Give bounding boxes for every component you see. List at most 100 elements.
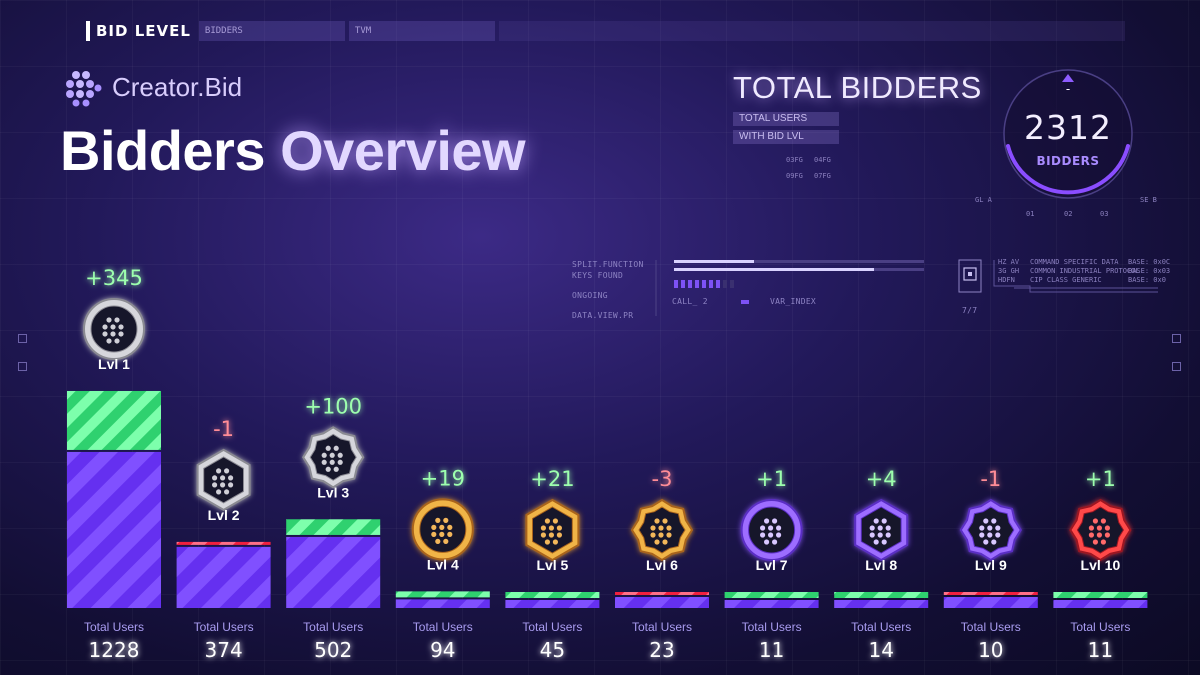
bar-change-4 xyxy=(395,591,490,598)
level-label: Lvl 6 xyxy=(646,557,678,573)
total-users-value: 11 xyxy=(759,638,784,662)
ring-dash: - xyxy=(1065,82,1071,96)
top-tab-bar: BID LEVEL BIDDERS TVM xyxy=(86,20,1129,42)
total-users-tag: TOTAL USERS xyxy=(733,112,839,126)
bar-total-6 xyxy=(615,597,709,608)
bar-total-5 xyxy=(505,600,600,608)
change-value: -1 xyxy=(980,467,1001,491)
bar-total-2 xyxy=(176,546,271,608)
level-badge-icon xyxy=(630,498,694,562)
with-bid-lvl-tag: WITH BID LVL xyxy=(733,130,839,144)
tab-empty xyxy=(498,21,1125,41)
total-users-caption: Total Users xyxy=(194,620,254,634)
total-users-value: 14 xyxy=(868,638,893,662)
total-users-caption: Total Users xyxy=(522,620,582,634)
bar-total-4 xyxy=(395,599,490,608)
level-badge-icon xyxy=(411,498,474,561)
bar-change-5 xyxy=(505,592,600,598)
title-word-1: Bidders xyxy=(60,119,266,182)
ring-corner-left: GL A xyxy=(975,196,992,204)
total-users-caption: Total Users xyxy=(632,620,692,634)
level-badge-icon xyxy=(302,426,365,489)
total-ring-gauge xyxy=(1003,69,1133,199)
change-value: +4 xyxy=(866,467,897,491)
level-label: Lvl 5 xyxy=(536,557,568,573)
hud-label-1: SPLIT.FUNCTION xyxy=(572,260,644,269)
hud-label-4: DATA.VIEW.PR xyxy=(572,311,634,320)
code-1: 03FG xyxy=(786,156,803,164)
bar-change-8 xyxy=(834,592,929,598)
title-word-2: Overview xyxy=(280,119,526,182)
bar-change-9 xyxy=(943,592,1038,595)
tab-bidders[interactable]: BIDDERS xyxy=(198,21,345,41)
bar-total-10 xyxy=(1053,600,1148,608)
bar-change-1 xyxy=(67,390,161,450)
side-marker-right-1 xyxy=(1172,334,1181,343)
level-label: Lvl 9 xyxy=(975,557,1007,573)
code-2: 04FG xyxy=(814,156,831,164)
total-users-value: 94 xyxy=(430,638,455,662)
total-users-caption: Total Users xyxy=(742,620,802,634)
level-badge-icon xyxy=(740,499,803,561)
change-value: -3 xyxy=(652,467,673,491)
level-badge-icon xyxy=(854,498,909,562)
total-users-caption: Total Users xyxy=(961,620,1021,634)
bar-change-6 xyxy=(615,592,709,595)
level-label: Lvl 1 xyxy=(98,356,130,372)
level-badge-icon xyxy=(83,297,145,360)
bar-total-1 xyxy=(67,451,161,608)
ring-corner-right: SE B xyxy=(1140,196,1157,204)
level-badge-icon xyxy=(525,498,580,562)
level-label: Lvl 10 xyxy=(1081,557,1121,573)
tab-marker xyxy=(86,21,90,41)
total-users-caption: Total Users xyxy=(1070,620,1130,634)
change-value: +345 xyxy=(85,266,143,290)
level-badge-icon xyxy=(959,498,1022,562)
hud-desc-2: COMMON INDUSTRIAL PROTOCOL xyxy=(1030,267,1140,275)
side-marker-left-2 xyxy=(18,362,27,371)
hud-call-label: CALL_ 2 xyxy=(672,297,708,306)
level-badge-icon xyxy=(196,448,251,512)
hud-code-2: 3G GH xyxy=(998,267,1020,275)
total-users-value: 502 xyxy=(314,638,352,662)
level-label: Lvl 2 xyxy=(208,507,240,523)
tab-bid-level[interactable]: BID LEVEL xyxy=(96,22,191,40)
hud-desc-1: COMMAND SPECIFIC DATA xyxy=(1030,258,1119,266)
level-badge-icon xyxy=(1069,498,1132,562)
bar-change-3 xyxy=(286,519,381,535)
total-users-value: 11 xyxy=(1088,638,1113,662)
hud-base-2: BASE: 0x03 xyxy=(1128,267,1171,275)
ring-tick-2: 02 xyxy=(1064,210,1073,218)
total-bidders-value: 2312 xyxy=(1024,108,1112,147)
total-users-caption: Total Users xyxy=(413,620,473,634)
hud-label-3: ONGOING xyxy=(572,291,608,300)
total-bidders-title: TOTAL BIDDERS xyxy=(733,70,982,105)
bar-total-9 xyxy=(943,597,1038,608)
level-label: Lvl 4 xyxy=(427,556,459,572)
bar-change-2 xyxy=(176,541,271,545)
tab-tvm[interactable]: TVM xyxy=(348,21,495,41)
document-scan-icon xyxy=(958,259,982,293)
total-users-caption: Total Users xyxy=(851,620,911,634)
bar-total-7 xyxy=(724,600,819,608)
change-value: +21 xyxy=(530,467,574,491)
side-marker-right-2 xyxy=(1172,362,1181,371)
total-users-value: 374 xyxy=(205,638,243,662)
hud-base-3: BASE: 0x0 xyxy=(1128,276,1166,284)
hud-code-3: HDFN xyxy=(998,276,1015,284)
change-value: +1 xyxy=(1085,467,1116,491)
ring-tick-1: 01 xyxy=(1026,210,1035,218)
bar-change-10 xyxy=(1053,592,1148,598)
code-4: 07FG xyxy=(814,172,831,180)
ring-tick-3: 03 xyxy=(1100,210,1109,218)
change-value: +19 xyxy=(421,466,465,490)
brand-name: Creator.Bid xyxy=(112,71,243,102)
total-users-value: 1228 xyxy=(89,638,140,662)
hud-progress-panel xyxy=(655,260,924,316)
total-users-value: 10 xyxy=(978,638,1003,662)
bar-change-7 xyxy=(724,592,819,598)
level-label: Lvl 7 xyxy=(756,557,788,573)
total-bidders-unit: BIDDERS xyxy=(1036,154,1100,168)
hud-base-1: BASE: 0x0C xyxy=(1128,258,1171,266)
side-marker-left-1 xyxy=(18,334,27,343)
